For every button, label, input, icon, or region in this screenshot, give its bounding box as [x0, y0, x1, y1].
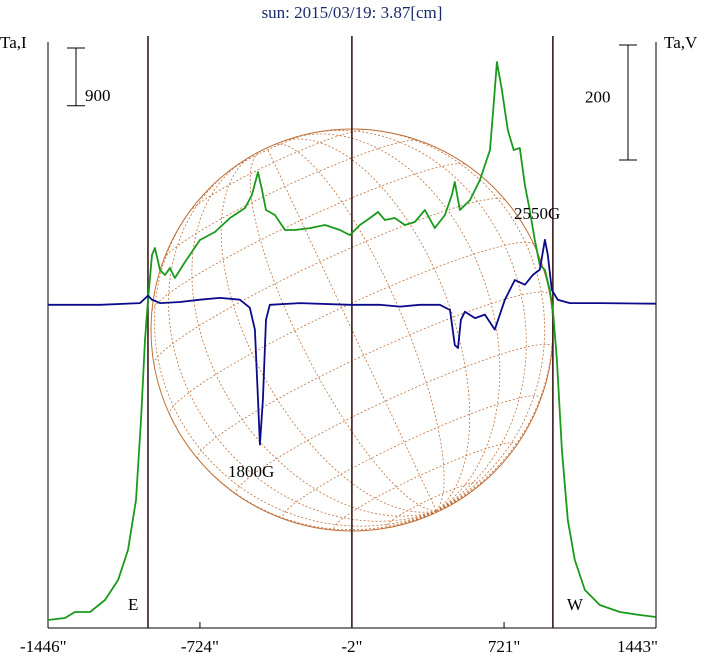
solar-grid-line [436, 244, 554, 512]
solar-grid-line [220, 154, 437, 513]
solar-grid-line [197, 291, 551, 459]
solar-grid-line [385, 481, 482, 528]
solar-grid-line [281, 138, 471, 512]
solar-grid-line [235, 344, 553, 496]
chart-title: sun: 2015/03/19: 3.87[cm] [262, 3, 443, 22]
solar-grid-line [249, 151, 437, 512]
solar-grid-line [169, 414, 437, 531]
solar-grid-line [163, 139, 419, 260]
right-axis-label: Ta,V [664, 33, 698, 52]
x-tick-label: -1446" [20, 637, 67, 656]
solar-disk [150, 128, 554, 532]
left-axis-label: Ta,I [0, 33, 27, 52]
solar-grid-line [189, 129, 366, 212]
limb-label-east: E [128, 595, 138, 614]
solar-grid-line [151, 163, 466, 311]
solar-grid-line [294, 133, 501, 512]
solar-grid-line [436, 509, 442, 512]
solar-grid-line [355, 128, 546, 512]
annotation: 1800G [228, 462, 274, 481]
solar-grid-line [266, 147, 437, 511]
solar-grid-line [228, 133, 311, 172]
solar-grid-line [153, 197, 506, 365]
solar-grid-line [282, 395, 542, 520]
limb-label-west: W [567, 595, 584, 614]
solar-grid-line [435, 510, 438, 513]
data-line [48, 238, 656, 446]
solar-grid-line [333, 442, 517, 531]
scale-bar-2-label: 200 [585, 87, 611, 106]
x-tick-label: -2" [341, 637, 362, 656]
solar-grid-line [358, 510, 437, 532]
x-tick-label: -724" [181, 637, 219, 656]
solar-grid-line [274, 143, 445, 512]
scale-bar-label: 900 [85, 86, 111, 105]
solar-grid-line [154, 203, 437, 527]
annotation: 2550G [514, 204, 560, 223]
x-tick-label: 1443" [617, 637, 658, 656]
x-tick-label: 721" [488, 637, 520, 656]
solar-grid-line [436, 463, 502, 512]
